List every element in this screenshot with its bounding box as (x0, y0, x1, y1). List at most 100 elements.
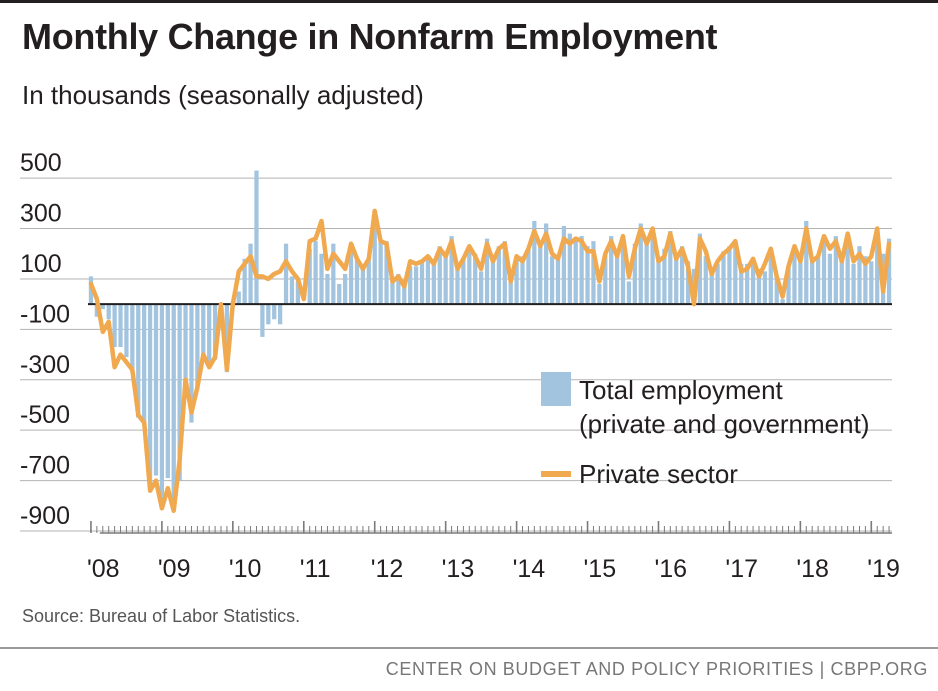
bar-total-employment (295, 281, 300, 305)
bar-total-employment (319, 253, 324, 305)
bar-total-employment (756, 268, 762, 305)
bar-total-employment (727, 246, 732, 305)
bar-total-employment (668, 231, 673, 305)
legend-bar-swatch (541, 372, 571, 406)
bar-total-employment (455, 268, 460, 305)
bar-total-employment (632, 243, 637, 305)
y-tick-label: -900 (20, 502, 70, 530)
bar-total-employment (325, 273, 330, 305)
bar-total-employment (159, 304, 165, 506)
bar-total-employment (136, 304, 141, 418)
bar-total-employment (195, 304, 200, 390)
bar-series-total-employment (88, 170, 892, 506)
bar-total-employment (579, 236, 584, 305)
bar-total-employment (620, 236, 626, 305)
bar-total-employment (118, 304, 123, 347)
bar-total-employment (490, 258, 496, 305)
bar-total-employment (378, 241, 383, 305)
bar-total-employment (366, 258, 371, 305)
bar-total-employment (449, 236, 454, 305)
bar-total-employment (774, 276, 779, 305)
bar-total-employment (337, 283, 342, 305)
bar-total-employment (142, 304, 147, 426)
y-tick-label: -100 (20, 300, 70, 328)
x-tick-label: '10 (229, 555, 262, 583)
bar-total-employment (425, 256, 431, 305)
bar-total-employment (869, 261, 874, 305)
bar-total-employment (739, 263, 744, 305)
bar-total-employment (591, 241, 596, 305)
source-note: Source: Bureau of Labor Statistics. (22, 606, 301, 626)
legend: Total employment (private and government… (541, 372, 869, 489)
bar-total-employment (100, 304, 105, 310)
bar-total-employment (212, 304, 218, 360)
bar-total-employment (508, 281, 513, 305)
bar-total-employment (473, 253, 478, 305)
y-axis-labels: 500 300 100 -100 -300 -500 -700 -900 (20, 149, 70, 530)
bar-total-employment (609, 236, 614, 305)
bar-total-employment (644, 238, 649, 305)
bar-total-employment (236, 291, 241, 305)
bar-total-employment (343, 273, 348, 305)
bar-total-employment (750, 261, 756, 305)
credit-footer: CENTER ON BUDGET AND POLICY PRIORITIES |… (385, 659, 928, 679)
bar-total-employment (201, 304, 206, 358)
bar-total-employment (674, 258, 679, 305)
x-tick-label: '18 (796, 555, 829, 583)
x-tick-label: '17 (725, 555, 758, 583)
bar-total-employment (857, 246, 862, 305)
bar-total-employment (780, 299, 785, 305)
bar-total-employment (461, 258, 466, 305)
bar-total-employment (798, 261, 803, 305)
y-tick-label: 300 (20, 200, 62, 228)
bar-total-employment (709, 271, 714, 305)
legend-bar-label-line1: Total employment (579, 375, 784, 405)
bar-total-employment (567, 233, 572, 305)
bar-total-employment (130, 304, 135, 373)
bar-total-employment (815, 256, 821, 305)
bar-total-employment (289, 276, 295, 305)
bar-total-employment (638, 223, 643, 305)
bar-total-employment (360, 268, 366, 305)
bar-total-employment (278, 304, 283, 325)
line-private-sector (88, 208, 892, 514)
bar-total-employment (112, 304, 117, 347)
bar-total-employment (266, 304, 271, 325)
x-tick-label: '19 (867, 555, 900, 583)
bar-total-employment (484, 238, 490, 305)
bar-total-employment (88, 276, 94, 305)
bar-total-employment (532, 220, 537, 305)
bar-total-employment (147, 304, 153, 489)
bar-total-employment (248, 243, 253, 305)
legend-bar-label-line2: (private and government) (579, 409, 869, 439)
bar-total-employment (745, 263, 750, 305)
bar-total-employment (614, 251, 620, 305)
bar-total-employment (384, 241, 389, 305)
bar-total-employment (650, 228, 655, 305)
bar-total-employment (431, 263, 436, 305)
x-axis: '08 '09 '10 '11 '12 '13 '14 '15 '16 '17 '18 '19 (87, 521, 900, 583)
bar-total-employment (419, 261, 425, 305)
x-tick-label: '08 (87, 555, 120, 583)
bar-total-employment (526, 248, 531, 305)
x-tick-label: '13 (442, 555, 475, 583)
bar-total-employment (762, 271, 768, 305)
bar-total-employment (177, 304, 182, 481)
bar-total-employment (821, 236, 827, 305)
bar-total-employment (354, 258, 360, 305)
bar-total-employment (585, 246, 590, 305)
bar-total-employment (839, 261, 844, 305)
y-tick-label: -300 (20, 351, 70, 379)
bar-total-employment (680, 246, 685, 305)
bar-total-employment (827, 253, 833, 305)
bar-total-employment (810, 261, 815, 305)
bar-total-employment (260, 304, 265, 337)
line-series-private-sector (88, 208, 892, 514)
bar-total-employment (573, 238, 578, 305)
bar-total-employment (496, 246, 501, 305)
bar-total-employment (804, 220, 809, 305)
bar-total-employment (863, 256, 868, 305)
bar-total-employment (733, 241, 738, 305)
bar-total-employment (479, 271, 484, 305)
